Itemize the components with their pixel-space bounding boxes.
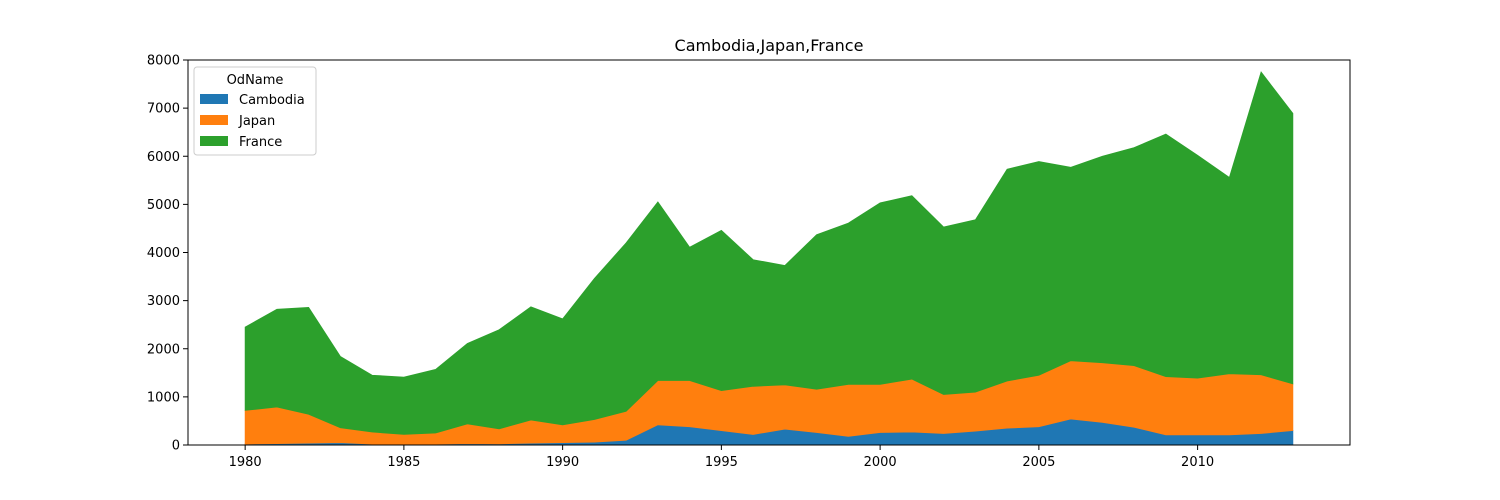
y-tick-label: 6000 [147,150,180,165]
x-tick-label: 2005 [1022,455,1055,470]
x-tick-label: 1980 [229,455,262,470]
y-tick-label: 8000 [147,54,180,69]
y-tick-label: 1000 [147,390,180,405]
legend-label-france: France [239,135,282,150]
x-tick-label: 1990 [546,455,579,470]
legend-swatch-cambodia [200,94,228,104]
legend-swatch-france [200,136,228,146]
x-tick-label: 1985 [387,455,420,470]
y-tick-label: 0 [172,439,180,454]
legend-label-cambodia: Cambodia [239,93,305,108]
stacked-areas [244,71,1294,446]
y-tick-label: 3000 [147,294,180,309]
x-tick-label: 1995 [705,455,738,470]
legend: OdName Cambodia Japan France [193,66,317,156]
x-axis: 1980 1985 1990 1995 2000 2005 2010 [229,445,1214,470]
y-tick-label: 2000 [147,342,180,357]
legend-swatch-japan [200,115,228,125]
y-tick-label: 5000 [147,198,180,213]
y-axis: 0 1000 2000 3000 4000 5000 6000 7000 8000 [147,54,188,454]
legend-label-japan: Japan [238,114,275,129]
area-france [244,71,1294,435]
legend-box [193,66,317,156]
chart-title: Cambodia,Japan,France [675,36,864,55]
y-tick-label: 7000 [147,102,180,117]
x-tick-label: 2000 [864,455,897,470]
legend-title: OdName [227,73,284,88]
x-tick-label: 2010 [1181,455,1214,470]
y-tick-label: 4000 [147,246,180,261]
